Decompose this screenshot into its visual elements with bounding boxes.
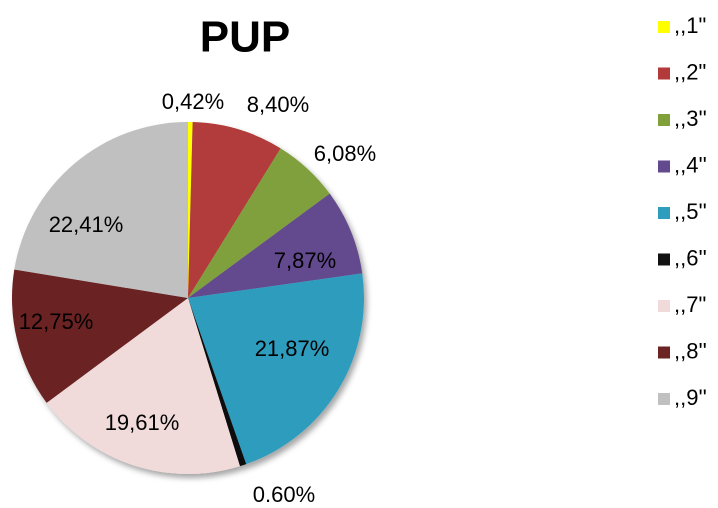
legend-label: ,,9'' xyxy=(674,385,707,410)
legend-swatch xyxy=(658,300,670,312)
legend-label: ,,4'' xyxy=(674,152,707,177)
legend-swatch xyxy=(658,393,670,405)
legend-swatch xyxy=(658,253,670,266)
legend-label: ,,3'' xyxy=(674,106,707,131)
legend-label: ,,6'' xyxy=(674,245,707,270)
data-label: 12,75% xyxy=(19,309,94,334)
chart-title: PUP xyxy=(200,13,290,62)
legend-label: ,,2" xyxy=(674,59,706,84)
pie-slice xyxy=(188,122,281,298)
data-label: 19,61% xyxy=(105,410,180,435)
legend-swatch xyxy=(658,114,670,126)
legend-label: ,,8'' xyxy=(674,338,707,363)
data-label: 6,08% xyxy=(314,141,376,166)
pie-slice xyxy=(11,269,189,403)
pie-slice xyxy=(188,273,364,465)
pie-slice xyxy=(188,148,330,298)
data-label: 8,40% xyxy=(247,92,309,117)
legend-swatch xyxy=(658,21,670,33)
legend-label: ,,7" xyxy=(674,292,706,317)
legend-swatch xyxy=(658,346,670,359)
pie-slice xyxy=(14,121,188,298)
legend-swatch xyxy=(658,207,670,219)
legend-label: ,,1" xyxy=(674,13,706,38)
data-label: 22,41% xyxy=(49,212,124,237)
legend-swatch xyxy=(658,160,670,173)
pie-slice xyxy=(188,122,193,298)
legend-swatch xyxy=(658,67,670,80)
pie-slice xyxy=(46,298,240,474)
pie-slice xyxy=(188,193,363,298)
legend-label: ,,5'' xyxy=(674,199,707,224)
data-label: 21,87% xyxy=(255,336,330,361)
data-label: 0,42% xyxy=(162,89,224,114)
data-label: 7,87% xyxy=(274,248,336,273)
pie-slice xyxy=(188,298,247,467)
pie xyxy=(11,121,364,474)
data-label: 0.60% xyxy=(253,482,315,507)
